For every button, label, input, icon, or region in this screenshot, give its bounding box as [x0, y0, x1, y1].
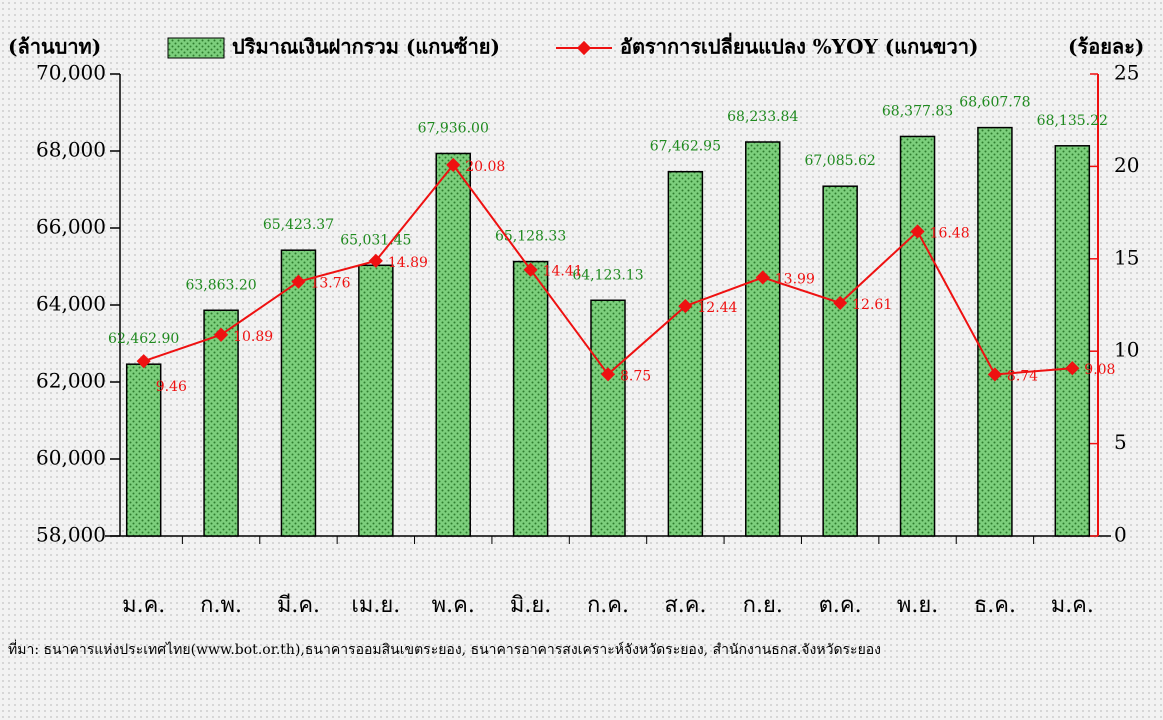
- bar: [1054, 145, 1091, 537]
- line-marker: [1065, 361, 1080, 376]
- bar: [512, 260, 549, 537]
- bar-value-label: 65,031.45: [340, 232, 411, 248]
- legend-label: อัตราการเปลี่ยนแปลง %YOY (แกนขวา): [620, 32, 978, 59]
- y2-tick-label: 5: [1114, 430, 1127, 454]
- bar-value-label: 67,085.62: [805, 153, 876, 169]
- line-value-label: 10.89: [233, 329, 273, 345]
- bar-value-label: 65,423.37: [263, 217, 334, 233]
- line-value-label: 20.08: [465, 159, 505, 175]
- x-tick-label: พ.ค.: [432, 593, 475, 618]
- line-value-label: 16.48: [930, 225, 970, 241]
- y-tick-label: 64,000: [36, 292, 106, 316]
- line-value-label: 14.41: [543, 264, 583, 280]
- line-marker: [446, 157, 461, 172]
- bar-value-label: 67,462.95: [650, 139, 721, 155]
- line-marker: [291, 274, 306, 289]
- y2-tick-label: 0: [1114, 523, 1127, 547]
- y-tick-label: 68,000: [36, 138, 106, 162]
- bar-value-label: 68,233.84: [727, 109, 798, 125]
- x-tick-label: มิ.ย.: [510, 593, 551, 618]
- y-tick-label: 66,000: [36, 215, 106, 239]
- x-tick-label: ก.ค.: [587, 593, 629, 618]
- bar: [203, 309, 239, 537]
- bar: [590, 299, 626, 537]
- bar-value-label: 64,123.13: [572, 267, 643, 283]
- x-tick-label: พ.ย.: [897, 593, 938, 618]
- bar: [899, 135, 936, 537]
- line-value-label: 9.46: [156, 379, 187, 395]
- bar-value-label: 65,128.33: [495, 229, 566, 245]
- line-marker: [523, 262, 538, 277]
- x-tick-label: ก.ย.: [743, 593, 783, 618]
- y-tick-label: 62,000: [36, 369, 106, 393]
- y2-tick-label: 10: [1114, 338, 1139, 362]
- line-marker: [910, 224, 925, 239]
- x-tick-label: ม.ค.: [1051, 593, 1094, 618]
- x-tick-label: ธ.ค.: [974, 593, 1016, 618]
- bar-value-label: 68,607.78: [959, 95, 1030, 111]
- line-marker: [600, 367, 616, 382]
- x-tick-label: มี.ค.: [277, 593, 320, 618]
- y-tick-label: 70,000: [36, 61, 106, 85]
- line-value-label: 12.44: [697, 300, 737, 316]
- line-value-label: 12.61: [852, 297, 892, 313]
- line-marker: [833, 295, 848, 311]
- bar-value-label: 67,936.00: [418, 120, 489, 136]
- x-tick-label: ม.ค.: [122, 593, 165, 618]
- bar: [977, 126, 1013, 537]
- legend-swatch: [167, 37, 225, 59]
- line-marker: [368, 253, 383, 268]
- y2-axis-label: (ร้อยละ): [1068, 35, 1144, 59]
- x-tick-label: เม.ย.: [351, 593, 400, 618]
- x-tick-label: ต.ค.: [819, 593, 862, 618]
- bar: [280, 249, 317, 537]
- bar: [125, 363, 162, 537]
- source-note: ที่มา: ธนาคารแห่งประเทศไทย(www.bot.or.th…: [8, 640, 881, 658]
- line-value-label: 9.08: [1084, 362, 1115, 378]
- line-value-label: 13.99: [775, 271, 815, 287]
- bar-value-label: 68,377.83: [882, 103, 953, 119]
- bar: [745, 141, 781, 537]
- legend-label: ปริมาณเงินฝากรวม (แกนซ้าย): [232, 35, 500, 59]
- bar: [358, 264, 394, 537]
- bar-value-label: 63,863.20: [185, 277, 256, 293]
- bar: [667, 170, 704, 537]
- y-tick-label: 60,000: [36, 446, 106, 470]
- x-tick-label: ส.ค.: [664, 593, 706, 618]
- line-marker: [987, 367, 1002, 382]
- line-value-label: 8.74: [1007, 368, 1038, 384]
- line-marker: [678, 299, 693, 314]
- line-value-label: 8.75: [620, 368, 651, 384]
- line-marker: [136, 354, 151, 369]
- y2-tick-label: 15: [1114, 245, 1139, 269]
- line-marker: [214, 327, 229, 342]
- y2-tick-label: 25: [1114, 61, 1139, 85]
- line-marker: [755, 270, 770, 285]
- y-tick-label: 58,000: [36, 523, 106, 547]
- bar: [435, 152, 471, 537]
- x-tick-label: ก.พ.: [200, 593, 242, 618]
- bar-value-label: 68,135.22: [1037, 113, 1108, 129]
- y-axis-label: (ล้านบาท): [8, 35, 101, 59]
- y2-tick-label: 20: [1114, 153, 1139, 177]
- line-value-label: 13.76: [310, 276, 350, 292]
- bar-value-label: 62,462.90: [108, 331, 179, 347]
- line-value-label: 14.89: [388, 255, 428, 271]
- legend-marker: [576, 40, 592, 56]
- bar: [822, 185, 858, 537]
